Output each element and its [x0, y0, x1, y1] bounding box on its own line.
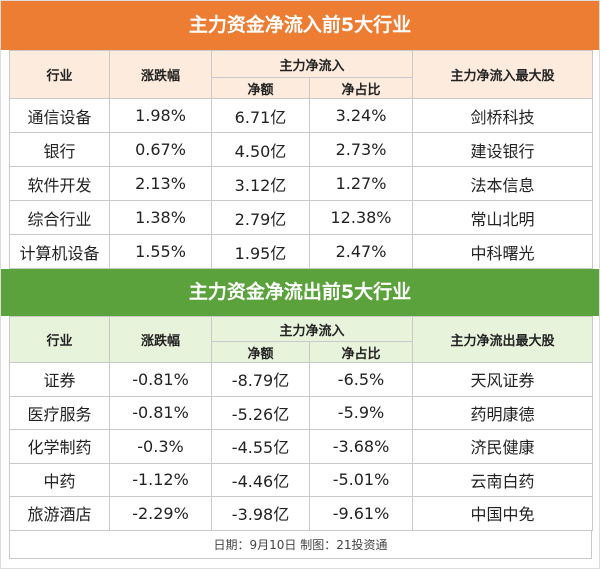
industry-cell: 中药 — [9, 462, 110, 497]
outflow-subheader-row: 净额 净占比 — [10, 341, 593, 363]
change-cell: -2.29% — [109, 496, 212, 531]
outflow-title: 主力资金净流出前5大行业 — [0, 269, 600, 316]
top-stock-cell: 中国中免 — [412, 496, 594, 531]
net-ratio-cell: -9.61% — [308, 496, 414, 531]
inflow-header-top-stock: 主力净流入最大股 — [412, 50, 594, 99]
change-cell: -0.81% — [109, 362, 212, 397]
net-ratio-cell: -5.9% — [308, 395, 414, 430]
industry-cell: 银行 — [9, 132, 110, 167]
net-amount-cell: -8.79亿 — [211, 362, 310, 397]
top-stock-cell: 云南白药 — [412, 462, 594, 497]
top-stock-cell: 建设银行 — [412, 132, 594, 167]
outflow-header-net-amount: 净额 — [211, 341, 310, 363]
outflow-header-row: 行业 涨跌幅 主力净流入 主力净流出最大股 — [9, 316, 594, 363]
net-amount-cell: 4.50亿 — [211, 132, 310, 167]
change-cell: -0.3% — [109, 429, 212, 464]
industry-cell: 综合行业 — [9, 200, 110, 235]
industry-cell: 通信设备 — [9, 98, 110, 133]
net-amount-cell: 6.71亿 — [211, 98, 310, 133]
inflow-subheader-row: 净额 净占比 — [10, 77, 593, 99]
outflow-header-main-flow: 主力净流入 — [210, 316, 414, 342]
inflow-header-row: 行业 涨跌幅 主力净流入 主力净流入最大股 — [9, 50, 594, 99]
inflow-header-main-flow: 主力净流入 — [210, 50, 414, 78]
net-ratio-cell: 2.47% — [308, 234, 414, 269]
outflow-header-industry: 行业 — [9, 316, 110, 363]
table-row: 计算机设备 1.55% 1.95亿 2.47% 中科曙光 — [9, 234, 594, 269]
top-stock-cell: 药明康德 — [412, 395, 594, 430]
change-cell: 1.38% — [109, 200, 212, 235]
table-row: 银行 0.67% 4.50亿 2.73% 建设银行 — [9, 132, 594, 167]
inflow-header-change: 涨跌幅 — [109, 50, 212, 99]
top-stock-cell: 常山北明 — [412, 200, 594, 235]
net-ratio-cell: -6.5% — [308, 362, 414, 397]
table-row: 中药 -1.12% -4.46亿 -5.01% 云南白药 — [9, 462, 594, 497]
inflow-header-net-ratio: 净占比 — [308, 77, 414, 99]
outflow-header-top-stock: 主力净流出最大股 — [412, 316, 594, 363]
industry-cell: 证券 — [9, 362, 110, 397]
net-ratio-cell: 1.27% — [308, 166, 414, 201]
net-amount-cell: 1.95亿 — [211, 234, 310, 269]
inflow-header-net-amount: 净额 — [211, 77, 310, 99]
industry-cell: 化学制药 — [9, 429, 110, 464]
change-cell: 2.13% — [109, 166, 212, 201]
change-cell: -0.81% — [109, 395, 212, 430]
footer-credit: 日期：9月10日 制图：21投资通 — [9, 531, 592, 559]
table-row: 旅游酒店 -2.29% -3.98亿 -9.61% 中国中免 — [9, 496, 594, 531]
top-stock-cell: 中科曙光 — [412, 234, 594, 269]
top-stock-cell: 天风证券 — [412, 362, 594, 397]
table-row: 化学制药 -0.3% -4.55亿 -3.68% 济民健康 — [9, 429, 594, 464]
net-amount-cell: 2.79亿 — [211, 200, 310, 235]
net-ratio-cell: 12.38% — [308, 200, 414, 235]
industry-cell: 计算机设备 — [9, 234, 110, 269]
table-row: 医疗服务 -0.81% -5.26亿 -5.9% 药明康德 — [9, 395, 594, 430]
industry-cell: 医疗服务 — [9, 395, 110, 430]
industry-cell: 旅游酒店 — [9, 496, 110, 531]
net-ratio-cell: 3.24% — [308, 98, 414, 133]
net-amount-cell: -3.98亿 — [211, 496, 310, 531]
top-stock-cell: 济民健康 — [412, 429, 594, 464]
change-cell: 1.55% — [109, 234, 212, 269]
outflow-table: 行业 涨跌幅 主力净流入 主力净流出最大股 净额 净占比 证券 -0.81% -… — [9, 316, 594, 531]
net-ratio-cell: -3.68% — [308, 429, 414, 464]
table-row: 证券 -0.81% -8.79亿 -6.5% 天风证券 — [9, 362, 594, 397]
outflow-header-change: 涨跌幅 — [109, 316, 212, 363]
change-cell: -1.12% — [109, 462, 212, 497]
net-amount-cell: -4.46亿 — [211, 462, 310, 497]
industry-cell: 软件开发 — [9, 166, 110, 201]
change-cell: 0.67% — [109, 132, 212, 167]
top-stock-cell: 剑桥科技 — [412, 98, 594, 133]
net-amount-cell: 3.12亿 — [211, 166, 310, 201]
net-amount-cell: -4.55亿 — [211, 429, 310, 464]
inflow-table: 行业 涨跌幅 主力净流入 主力净流入最大股 净额 净占比 通信设备 1.98% … — [9, 50, 594, 269]
inflow-title: 主力资金净流入前5大行业 — [0, 0, 600, 50]
net-amount-cell: -5.26亿 — [211, 395, 310, 430]
outflow-header-net-ratio: 净占比 — [308, 341, 414, 363]
change-cell: 1.98% — [109, 98, 212, 133]
top-stock-cell: 法本信息 — [412, 166, 594, 201]
inflow-header-industry: 行业 — [9, 50, 110, 99]
net-ratio-cell: 2.73% — [308, 132, 414, 167]
table-row: 软件开发 2.13% 3.12亿 1.27% 法本信息 — [9, 166, 594, 201]
table-row: 综合行业 1.38% 2.79亿 12.38% 常山北明 — [9, 200, 594, 235]
net-ratio-cell: -5.01% — [308, 462, 414, 497]
table-row: 通信设备 1.98% 6.71亿 3.24% 剑桥科技 — [9, 98, 594, 133]
